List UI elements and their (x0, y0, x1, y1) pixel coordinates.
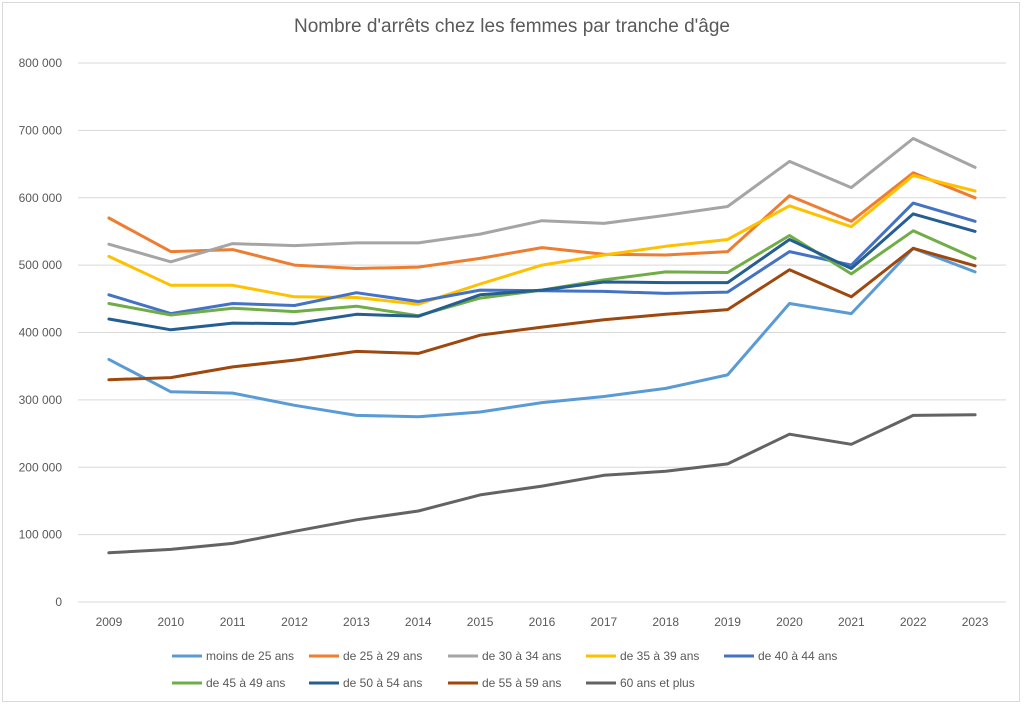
legend-label: moins de 25 ans (206, 649, 294, 663)
x-tick-label: 2017 (591, 615, 618, 629)
series-line (107, 212, 977, 332)
x-tick-label: 2009 (96, 615, 123, 629)
x-tick-label: 2022 (900, 615, 927, 629)
legend-label: de 25 à 29 ans (343, 649, 422, 663)
x-tick-label: 2014 (405, 615, 432, 629)
x-tick-label: 2019 (714, 615, 741, 629)
chart-title: Nombre d'arrêts chez les femmes par tran… (293, 16, 730, 37)
legend-label: de 40 à 44 ans (758, 649, 837, 663)
x-tick-label: 2013 (343, 615, 370, 629)
series-line (107, 246, 977, 419)
x-tick-label: 2016 (529, 615, 556, 629)
y-tick-label: 500 000 (19, 258, 63, 272)
x-tick-label: 2020 (776, 615, 803, 629)
x-tick-label: 2011 (220, 615, 246, 629)
y-tick-label: 400 000 (19, 326, 63, 340)
y-tick-label: 200 000 (19, 460, 63, 474)
legend-label: de 45 à 49 ans (206, 676, 285, 690)
series-lines (107, 137, 977, 555)
gridlines (78, 62, 1006, 603)
x-tick-label: 2021 (838, 615, 865, 629)
legend-label: de 50 à 54 ans (343, 676, 422, 690)
x-tick-label: 2010 (157, 615, 184, 629)
legend-label: de 30 à 34 ans (482, 649, 561, 663)
series-line (107, 137, 977, 264)
x-tick-label: 2015 (467, 615, 494, 629)
x-tick-label: 2018 (652, 615, 679, 629)
y-tick-label: 700 000 (19, 123, 63, 137)
legend-label: 60 ans et plus (620, 676, 695, 690)
y-tick-label: 100 000 (19, 528, 63, 542)
legend-label: de 55 à 59 ans (482, 676, 561, 690)
y-tick-label: 800 000 (19, 56, 63, 70)
legend: moins de 25 ans de 25 à 29 ans de 30 à 34 … (172, 649, 837, 690)
series-line (107, 174, 977, 306)
legend-label: de 35 à 39 ans (620, 649, 699, 663)
x-tick-label: 2012 (281, 615, 308, 629)
y-tick-label: 0 (55, 595, 62, 609)
y-axis: 0 100 000 200 000 300 000 400 000 500 000 600 … (19, 56, 63, 609)
series-line (107, 171, 977, 270)
series-line (107, 413, 977, 555)
y-tick-label: 300 000 (19, 393, 63, 407)
x-axis: 2009 2010 2011 2012 2013 2014 2015 2016 2017 2018… (96, 615, 989, 629)
y-tick-label: 600 000 (19, 191, 63, 205)
series-line (107, 246, 977, 382)
x-tick-label: 2023 (962, 615, 989, 629)
